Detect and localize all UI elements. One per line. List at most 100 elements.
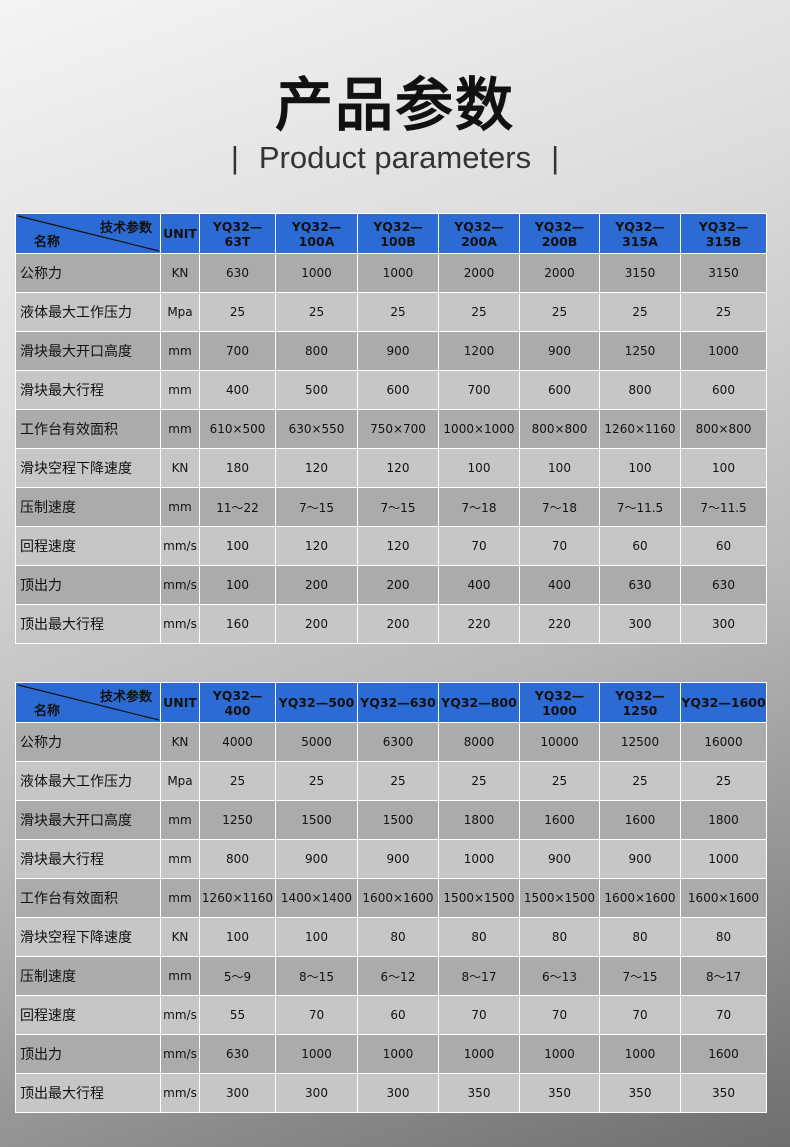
model-header: YQ32—315A	[599, 213, 681, 254]
param-value: 6～13	[519, 956, 600, 996]
param-value: 630	[199, 253, 276, 293]
table-row: 液体最大工作压力 Mpa 25 25 25 25 25 25 25	[15, 761, 767, 801]
param-value: 1200	[438, 331, 520, 371]
param-value: 900	[357, 331, 439, 371]
param-value: 120	[275, 526, 358, 566]
table-row: 工作台有效面积 mm 1260×1160 1400×1400 1600×1600 1500…	[15, 878, 767, 918]
param-value: 350	[438, 1073, 520, 1113]
param-value: 7～15	[275, 487, 358, 527]
param-name: 液体最大工作压力	[15, 292, 161, 332]
param-value: 220	[519, 604, 600, 644]
param-value: 60	[357, 995, 439, 1035]
param-unit: mm	[160, 331, 200, 371]
param-unit: mm	[160, 409, 200, 449]
parameters-table-1: 技术参数 名称 UNIT YQ32—63T YQ32—100A YQ32—100B YQ32…	[15, 213, 767, 644]
param-value: 400	[438, 565, 520, 605]
param-value: 120	[357, 526, 439, 566]
param-value: 7～18	[438, 487, 520, 527]
table-row: 顶出力 mm/s 630 1000 1000 1000 1000 1000 1600	[15, 1034, 767, 1074]
param-name: 顶出最大行程	[15, 604, 161, 644]
param-value: 200	[275, 604, 358, 644]
param-value: 610×500	[199, 409, 276, 449]
param-name: 滑块空程下降速度	[15, 448, 161, 488]
param-value: 1260×1160	[599, 409, 681, 449]
model-header: YQ32—1000	[519, 682, 600, 723]
param-value: 25	[438, 761, 520, 801]
param-unit: mm/s	[160, 1073, 200, 1113]
param-value: 25	[519, 292, 600, 332]
param-value: 100	[680, 448, 767, 488]
corner-bottom-label: 名称	[34, 235, 61, 250]
param-value: 7～11.5	[680, 487, 767, 527]
corner-top-label: 技术参数	[99, 221, 152, 236]
param-name: 滑块最大开口高度	[15, 800, 161, 840]
param-value: 100	[438, 448, 520, 488]
table-row: 压制速度 mm 5～9 8～15 6～12 8～17 6～13 7～15 8～17	[15, 956, 767, 996]
param-value: 630	[599, 565, 681, 605]
param-value: 1000	[357, 1034, 439, 1074]
param-value: 300	[275, 1073, 358, 1113]
param-name: 工作台有效面积	[15, 409, 161, 449]
model-header: YQ32—200A	[438, 213, 520, 254]
param-value: 630	[680, 565, 767, 605]
param-value: 7～11.5	[599, 487, 681, 527]
param-name: 公称力	[15, 253, 161, 293]
model-header: YQ32—100A	[275, 213, 358, 254]
param-value: 60	[680, 526, 767, 566]
param-value: 70	[519, 526, 600, 566]
param-value: 1600	[599, 800, 681, 840]
param-value: 100	[199, 917, 276, 957]
param-value: 80	[519, 917, 600, 957]
param-value: 1000	[275, 1034, 358, 1074]
param-value: 350	[519, 1073, 600, 1113]
param-unit: mm	[160, 800, 200, 840]
table-row: 顶出力 mm/s 100 200 200 400 400 630 630	[15, 565, 767, 605]
param-value: 25	[599, 761, 681, 801]
param-value: 3150	[680, 253, 767, 293]
param-value: 25	[199, 761, 276, 801]
param-value: 1600	[519, 800, 600, 840]
param-value: 350	[599, 1073, 681, 1113]
param-value: 4000	[199, 722, 276, 762]
param-value: 1250	[599, 331, 681, 371]
param-value: 120	[357, 448, 439, 488]
param-value: 8000	[438, 722, 520, 762]
param-unit: mm	[160, 370, 200, 410]
param-name: 回程速度	[15, 995, 161, 1035]
param-value: 1400×1400	[275, 878, 358, 918]
param-value: 120	[275, 448, 358, 488]
param-value: 1600×1600	[357, 878, 439, 918]
param-value: 200	[357, 565, 439, 605]
param-name: 滑块空程下降速度	[15, 917, 161, 957]
param-value: 1800	[438, 800, 520, 840]
param-name: 压制速度	[15, 487, 161, 527]
param-value: 16000	[680, 722, 767, 762]
page-subtitle: | Product parameters |	[230, 140, 560, 175]
param-value: 900	[357, 839, 439, 879]
param-unit: mm/s	[160, 526, 200, 566]
param-value: 5000	[275, 722, 358, 762]
param-value: 750×700	[357, 409, 439, 449]
param-value: 900	[275, 839, 358, 879]
header-row: 技术参数 名称 UNIT YQ32—400 YQ32—500 YQ32—630 YQ32—8…	[15, 682, 767, 723]
page-title: 产品参数	[274, 71, 515, 139]
param-value: 1500×1500	[519, 878, 600, 918]
table-row: 滑块最大开口高度 mm 1250 1500 1500 1800 1600 1600 1800	[15, 800, 767, 840]
param-unit: mm	[160, 956, 200, 996]
param-value: 1260×1160	[199, 878, 276, 918]
param-value: 100	[199, 565, 276, 605]
param-value: 1600×1600	[599, 878, 681, 918]
unit-header: UNIT	[160, 213, 200, 254]
header-row: 技术参数 名称 UNIT YQ32—63T YQ32—100A YQ32—100B YQ32…	[15, 213, 767, 254]
param-value: 25	[519, 761, 600, 801]
param-value: 800×800	[519, 409, 600, 449]
param-value: 1000	[438, 1034, 520, 1074]
param-value: 2000	[438, 253, 520, 293]
param-value: 180	[199, 448, 276, 488]
param-value: 25	[357, 292, 439, 332]
param-value: 70	[519, 995, 600, 1035]
param-value: 1800	[680, 800, 767, 840]
param-value: 25	[599, 292, 681, 332]
param-value: 10000	[519, 722, 600, 762]
param-unit: mm	[160, 487, 200, 527]
